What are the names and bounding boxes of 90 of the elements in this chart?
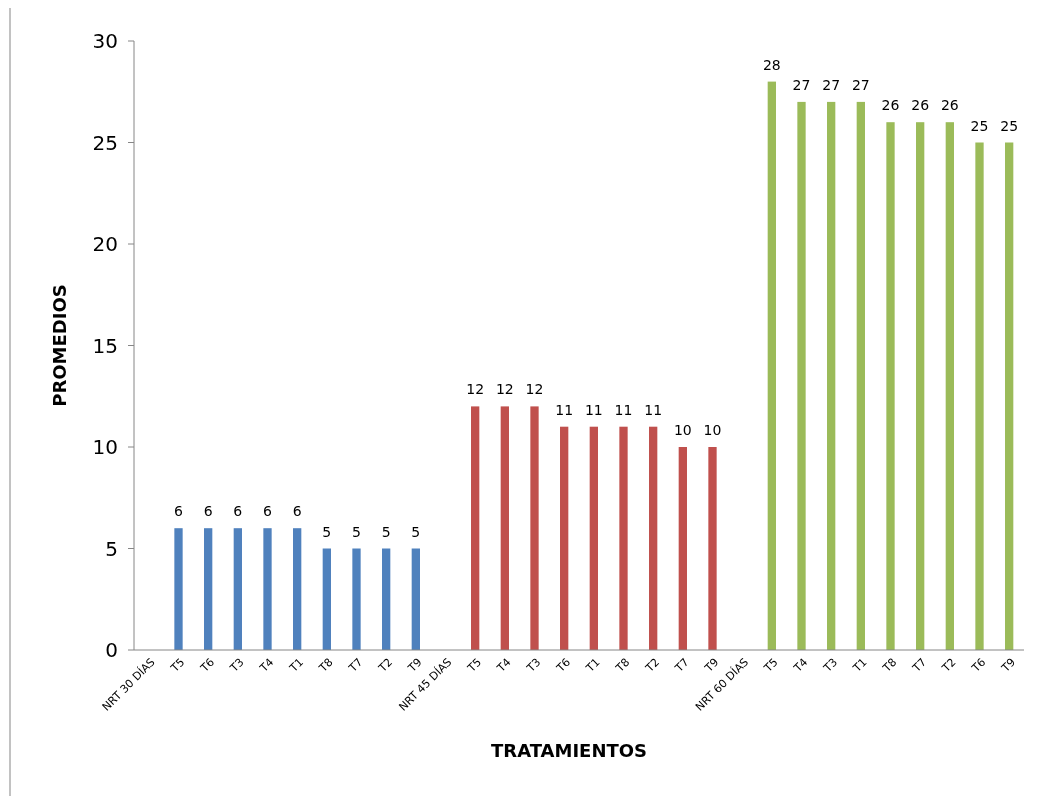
x-tick-label: T4 <box>256 655 277 676</box>
bar <box>204 528 213 650</box>
data-label: 27 <box>792 76 811 93</box>
y-tick-label: 0 <box>105 638 118 662</box>
x-tick-label: T8 <box>316 655 336 676</box>
x-tick-label: T3 <box>227 655 247 676</box>
bar <box>797 101 806 650</box>
bar <box>382 548 391 650</box>
x-tick-label: T8 <box>612 655 633 676</box>
bar <box>649 426 658 650</box>
x-tick-label: T3 <box>523 655 544 676</box>
data-label: 25 <box>1000 117 1019 134</box>
bar <box>322 548 331 650</box>
x-tick-label: T3 <box>820 655 841 676</box>
x-tick-label: T6 <box>968 655 989 676</box>
data-label: 11 <box>614 401 633 418</box>
x-axis-title: TRATAMIENTOS <box>491 740 647 761</box>
bar <box>856 101 865 650</box>
data-label: 6 <box>203 503 213 520</box>
bar <box>886 122 895 650</box>
x-tick-label: T2 <box>375 655 396 676</box>
data-label: 5 <box>411 523 421 540</box>
x-tick-label: T4 <box>790 655 811 676</box>
x-tick-label: T9 <box>998 655 1019 676</box>
data-label: 26 <box>940 97 959 114</box>
data-label: 11 <box>555 401 574 418</box>
y-tick-label: 20 <box>92 232 118 256</box>
x-tick-label: T4 <box>494 655 514 676</box>
y-tick-label: 15 <box>92 333 118 358</box>
y-tick-label: 25 <box>92 130 118 155</box>
x-tick-label: T2 <box>642 655 663 676</box>
bar <box>945 122 954 650</box>
x-tick-label: T7 <box>672 655 692 676</box>
bar <box>471 406 480 650</box>
bar <box>263 528 272 650</box>
x-tick-label: T6 <box>553 655 574 676</box>
data-label: 6 <box>233 503 243 520</box>
bar <box>560 426 569 650</box>
data-label: 10 <box>673 422 692 438</box>
x-tick-label: T9 <box>701 655 722 676</box>
data-label: 5 <box>322 523 332 540</box>
bar <box>500 406 509 650</box>
data-label: 10 <box>703 422 722 438</box>
x-tick-label: T2 <box>939 655 959 676</box>
bar <box>233 528 242 650</box>
data-label: 25 <box>970 117 989 134</box>
x-tick-label: T5 <box>167 655 188 676</box>
x-tick-label: T6 <box>197 655 218 676</box>
bar <box>174 528 183 650</box>
bar <box>975 142 984 650</box>
bar <box>678 447 687 650</box>
data-label: 12 <box>525 381 544 398</box>
bar <box>1005 142 1014 650</box>
x-tick-label: T1 <box>286 655 307 676</box>
data-label: 11 <box>584 401 603 418</box>
y-tick-label: 10 <box>92 435 118 459</box>
bar <box>411 548 420 650</box>
x-tick-label: T7 <box>909 655 930 676</box>
data-label: 12 <box>495 381 514 398</box>
data-label: 27 <box>822 76 841 93</box>
y-tick-label: 5 <box>105 536 118 561</box>
bar <box>293 528 302 650</box>
y-tick-label: 30 <box>92 29 118 53</box>
bar <box>352 548 361 650</box>
data-label: 6 <box>174 503 184 520</box>
data-label: 11 <box>644 401 663 418</box>
bar <box>619 426 628 650</box>
bar <box>530 406 539 650</box>
x-tick-label: T1 <box>583 655 603 676</box>
bar <box>708 447 717 650</box>
bar <box>589 426 598 650</box>
x-tick-label: T5 <box>761 655 781 676</box>
data-label: 26 <box>911 97 930 114</box>
x-tick-label: T7 <box>345 655 366 676</box>
data-label: 27 <box>851 76 870 93</box>
data-label: 5 <box>352 523 361 540</box>
x-tick-label: T8 <box>879 655 900 676</box>
data-label: 6 <box>263 503 273 520</box>
data-label: 12 <box>466 381 485 398</box>
y-axis-title: PROMEDIOS <box>49 284 71 407</box>
data-label: 26 <box>881 97 900 114</box>
bar <box>916 122 925 650</box>
data-label: 5 <box>381 523 391 540</box>
bar <box>767 81 776 650</box>
x-tick-label: T1 <box>850 655 870 676</box>
bar <box>827 101 836 650</box>
x-tick-label: T9 <box>405 655 425 676</box>
data-label: 28 <box>762 56 781 73</box>
data-label: 6 <box>292 503 302 520</box>
x-tick-label: T5 <box>464 655 485 676</box>
